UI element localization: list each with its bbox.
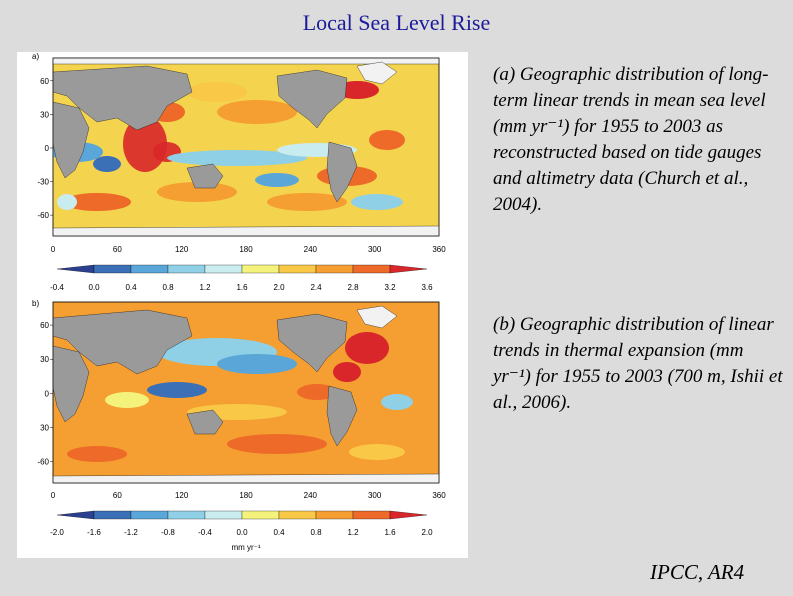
- colorbar-tick-label: -2.0: [50, 528, 64, 537]
- sea-level-figure: a): [32, 52, 446, 552]
- colorbar-cell: [93, 264, 132, 274]
- colorbar-tick-label: 0.0: [236, 528, 248, 537]
- colorbar-cell: [389, 264, 428, 274]
- colorbar-cell: [93, 510, 132, 520]
- colorbar-tick-label: 0.4: [273, 528, 285, 537]
- caption-b: (b) Geographic distribution of linear tr…: [493, 314, 783, 413]
- map-b-lat-axis: 60 30 0 30 -60: [37, 321, 53, 467]
- colorbar-tick-label: 0.8: [162, 283, 174, 292]
- map-b-colorbar-ticks: -2.0 -1.6 -1.2 -0.8 -0.4 0.0 0.4 0.8 1.2 1.6 2.0: [50, 528, 433, 537]
- lat-tick-label: -60: [37, 211, 49, 220]
- slide-title: Local Sea Level Rise: [302, 10, 491, 35]
- colorbar-cell: [352, 510, 391, 520]
- map-a: a): [32, 52, 446, 292]
- map-b: b): [32, 299, 446, 552]
- lat-tick-label: 30: [40, 355, 49, 364]
- colorbar-tick-label: 1.2: [199, 283, 211, 292]
- lon-tick-label: 240: [304, 491, 318, 500]
- caption-a: (a) Geographic distribution of long-term…: [493, 64, 769, 215]
- colorbar-tick-label: 2.0: [421, 528, 433, 537]
- colorbar-tick-label: 2.4: [310, 283, 322, 292]
- colorbar-cell: [130, 510, 169, 520]
- colorbar-tick-label: 3.6: [421, 283, 433, 292]
- lat-tick-label: 30: [40, 424, 49, 433]
- colorbar-cell: [315, 264, 354, 274]
- map-a-panel-label: a): [32, 52, 39, 61]
- colorbar-cell: [352, 264, 391, 274]
- figure-panel: a): [17, 52, 468, 558]
- lat-tick-label: 0: [45, 144, 50, 153]
- colorbar-tick-label: -0.4: [50, 283, 64, 292]
- lon-tick-label: 360: [432, 245, 446, 254]
- lon-tick-label: 300: [368, 491, 382, 500]
- map-b-unit-label: mm yr⁻¹: [231, 543, 260, 552]
- colorbar-cell: [389, 510, 428, 520]
- colorbar-cell: [167, 510, 206, 520]
- colorbar-cell: [204, 510, 243, 520]
- colorbar-tick-label: -1.6: [87, 528, 101, 537]
- lon-tick-label: 60: [113, 245, 122, 254]
- colorbar-cell: [241, 264, 280, 274]
- map-a-colorbar: [56, 264, 428, 274]
- colorbar-tick-label: -1.2: [124, 528, 138, 537]
- colorbar-tick-label: -0.4: [198, 528, 212, 537]
- map-a-lon-axis: 0 60 120 180 240 300 360: [51, 245, 446, 254]
- colorbar-cell: [130, 264, 169, 274]
- source-citation: IPCC, AR4: [650, 560, 745, 584]
- lat-tick-label: -30: [37, 178, 49, 187]
- colorbar-tick-label: 0.0: [88, 283, 100, 292]
- lon-tick-label: 360: [432, 491, 446, 500]
- colorbar-tick-label: 1.2: [347, 528, 359, 537]
- lon-tick-label: 120: [175, 245, 189, 254]
- lon-tick-label: 180: [239, 245, 253, 254]
- map-b-land: [53, 305, 439, 483]
- map-a-colorbar-ticks: -0.4 0.0 0.4 0.8 1.2 1.6 2.0 2.4 2.8 3.2 3.6: [50, 283, 433, 292]
- colorbar-tick-label: 1.6: [384, 528, 396, 537]
- colorbar-tick-label: -0.8: [161, 528, 175, 537]
- colorbar-cell: [278, 264, 317, 274]
- map-a-land: [53, 58, 439, 236]
- colorbar-tick-label: 2.0: [273, 283, 285, 292]
- colorbar-tick-label: 1.6: [236, 283, 248, 292]
- colorbar-cell: [167, 264, 206, 274]
- lon-tick-label: 180: [239, 491, 253, 500]
- map-a-anomalies: [53, 58, 439, 236]
- lon-tick-label: 240: [304, 245, 318, 254]
- lon-tick-label: 300: [368, 245, 382, 254]
- map-b-panel-label: b): [32, 299, 39, 308]
- colorbar-cell: [278, 510, 317, 520]
- colorbar-tick-label: 3.2: [384, 283, 396, 292]
- map-b-lon-axis: 0 60 120 180 240 300 360: [51, 491, 446, 500]
- colorbar-cell: [241, 510, 280, 520]
- lat-tick-label: 30: [40, 110, 49, 119]
- map-a-lat-axis: 60 30 0 -30 -60: [37, 77, 53, 220]
- lat-tick-label: 0: [45, 389, 50, 398]
- lon-tick-label: 0: [51, 491, 56, 500]
- lon-tick-label: 0: [51, 245, 56, 254]
- lat-tick-label: 60: [40, 321, 49, 330]
- map-b-anomalies: [53, 305, 439, 483]
- lon-tick-label: 60: [113, 491, 122, 500]
- lat-tick-label: -60: [37, 458, 49, 467]
- colorbar-tick-label: 0.4: [125, 283, 137, 292]
- lon-tick-label: 120: [175, 491, 189, 500]
- colorbar-cell: [56, 264, 95, 274]
- colorbar-tick-label: 0.8: [310, 528, 322, 537]
- colorbar-cell: [204, 264, 243, 274]
- map-b-colorbar: [56, 510, 428, 520]
- colorbar-cell: [56, 510, 95, 520]
- lat-tick-label: 60: [40, 77, 49, 86]
- colorbar-tick-label: 2.8: [347, 283, 359, 292]
- colorbar-cell: [315, 510, 354, 520]
